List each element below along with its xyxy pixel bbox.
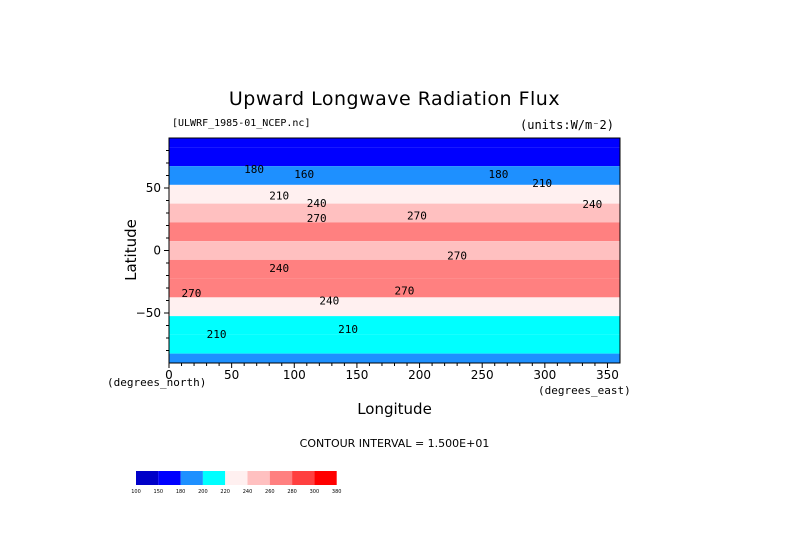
colorbar-label: 240 [243, 489, 253, 495]
heatmap-band [169, 147, 620, 167]
colorbar-swatch [180, 471, 203, 485]
contour-label: 240 [269, 262, 289, 275]
y-tick-label: 50 [146, 181, 161, 195]
colorbar-label: 100 [131, 489, 141, 495]
heatmap-band [169, 241, 620, 260]
heatmap-bands [169, 138, 620, 363]
colorbar-swatch [225, 471, 248, 485]
heatmap-band [169, 297, 620, 317]
colorbar-label: 300 [310, 489, 320, 495]
colorbar-swatch [158, 471, 181, 485]
x-unit-label-east: (degrees_east) [538, 384, 631, 397]
contour-label: 270 [182, 287, 202, 300]
heatmap-band [169, 138, 620, 148]
x-tick-label: 350 [596, 368, 619, 382]
units-label: (units:W/m⁻2) [520, 118, 614, 132]
x-axis-label: Longitude [357, 400, 432, 418]
colorbar-label: 150 [154, 489, 164, 495]
contour-label: 270 [447, 249, 467, 262]
contour-label: 210 [207, 328, 227, 341]
heatmap-band [169, 259, 620, 279]
x-tick-label: 250 [471, 368, 494, 382]
contour-label: 240 [307, 197, 327, 210]
y-tick-label: −50 [136, 306, 161, 320]
contour-label: 240 [319, 294, 339, 307]
contour-interval-text: CONTOUR INTERVAL = 1.500E+01 [299, 437, 490, 450]
heatmap-band [169, 222, 620, 242]
colorbar-label: 180 [176, 489, 186, 495]
x-tick-label: 50 [224, 368, 239, 382]
colorbar-swatch [136, 471, 159, 485]
colorbar-label: 280 [287, 489, 297, 495]
colorbar-swatch [269, 471, 293, 485]
contour-label: 270 [307, 212, 327, 225]
contour-label: 240 [582, 198, 602, 211]
colorbar-swatch [314, 471, 337, 485]
colorbar-swatch [202, 471, 226, 485]
colorbar-label: 380 [332, 489, 342, 495]
heatmap-band [169, 353, 620, 363]
file-label: [ULWRF_1985-01_NCEP.nc] [172, 118, 311, 129]
contour-label: 210 [269, 189, 289, 202]
contour-label: 180 [244, 163, 264, 176]
contour-label: 210 [338, 323, 358, 336]
heatmap-band [169, 166, 620, 185]
colorbar: 100 150 180 200 220 240 260 280 300 380 [131, 471, 341, 495]
contour-label: 270 [407, 209, 427, 222]
contour-label: 270 [395, 284, 415, 297]
x-tick-label: 100 [283, 368, 306, 382]
contour-label: 180 [488, 168, 508, 181]
x-tick-label: 200 [408, 368, 431, 382]
x-ticks: 0 50 100 150 200 250 300 350 [165, 363, 619, 382]
chart-title: Upward Longwave Radiation Flux [228, 88, 561, 110]
contour-label: 210 [532, 177, 552, 190]
heatmap-band [169, 278, 620, 298]
contour-labels: 180 160 180 210 210 240 240 270 270 270 240 270 240 2… [182, 163, 603, 341]
y-tick-label: 0 [153, 244, 161, 258]
y-ticks: 50 0 −50 [136, 150, 169, 351]
colorbar-label: 220 [220, 489, 230, 495]
heatmap-band [169, 184, 620, 204]
colorbar-swatch [247, 471, 270, 485]
colorbar-label: 200 [198, 489, 208, 495]
heatmap-band [169, 334, 620, 354]
x-unit-label: (degrees_north) [107, 376, 207, 389]
contour-label: 160 [294, 168, 314, 181]
colorbar-swatch [292, 471, 315, 485]
x-tick-label: 150 [345, 368, 368, 382]
heatmap-band [169, 316, 620, 335]
heatmap-band [169, 203, 620, 223]
x-tick-label: 300 [533, 368, 556, 382]
colorbar-label: 260 [265, 489, 275, 495]
x-tick-label: 0 [165, 368, 173, 382]
